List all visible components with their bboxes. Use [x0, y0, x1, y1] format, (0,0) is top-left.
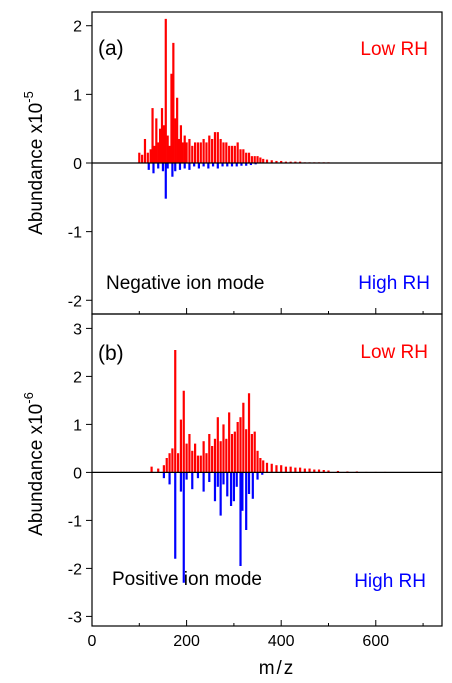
x-tick-label: 0 — [88, 633, 97, 650]
x-tick-label: 400 — [268, 633, 295, 650]
panel-b-legend-high: High RH — [354, 571, 426, 592]
panel-a-ytick-label: 2 — [73, 19, 82, 36]
panel-b-frame — [91, 313, 443, 627]
panel-b-legend-low: Low RH — [360, 342, 428, 363]
panel-a-legend-low: Low RH — [360, 39, 428, 60]
panel-a-ylabel: Abundance x10-5 — [21, 91, 47, 235]
panel-b-mode-label: Positive ion mode — [112, 569, 262, 590]
svg-text:Abundance x10-6: Abundance x10-6 — [21, 392, 47, 536]
panel-a-ytick-label: 1 — [73, 87, 82, 104]
panel-b-ytick-label: 2 — [73, 369, 82, 386]
panel-b-label: (b) — [98, 342, 124, 365]
svg-text:Abundance x10-5: Abundance x10-5 — [21, 91, 47, 235]
panel-b-ylabel: Abundance x10-6 — [21, 392, 47, 536]
x-tick-label: 200 — [173, 633, 200, 650]
panel-b-ytick-label: 1 — [73, 417, 82, 434]
panel-b-ytick-label: 3 — [73, 321, 82, 338]
panel-b-ytick-label: 0 — [73, 465, 82, 482]
panel-b-ylabel-text: Abundance x10 — [26, 404, 47, 536]
panel-a-legend-high: High RH — [358, 273, 430, 294]
panel-b-ytick-label: -2 — [68, 561, 82, 578]
panel-b-ytick-label: -3 — [68, 609, 82, 626]
panel-b-ylabel-exponent: -6 — [21, 392, 36, 404]
panel-a-mode-label: Negative ion mode — [106, 273, 264, 294]
panel-a-ylabel-text: Abundance x10 — [26, 103, 47, 235]
panel-b-ytick-label: -1 — [68, 513, 82, 530]
panel-a-ytick-label: 0 — [73, 156, 82, 173]
panel-a-ytick-label: -2 — [68, 293, 82, 310]
panel-a-ytick-label: -1 — [68, 225, 82, 242]
panel-a-ylabel-exponent: -5 — [21, 91, 36, 103]
x-axis-label: m/z — [259, 658, 296, 679]
x-tick-label: 600 — [362, 633, 389, 650]
panel-a-label: (a) — [98, 37, 124, 60]
